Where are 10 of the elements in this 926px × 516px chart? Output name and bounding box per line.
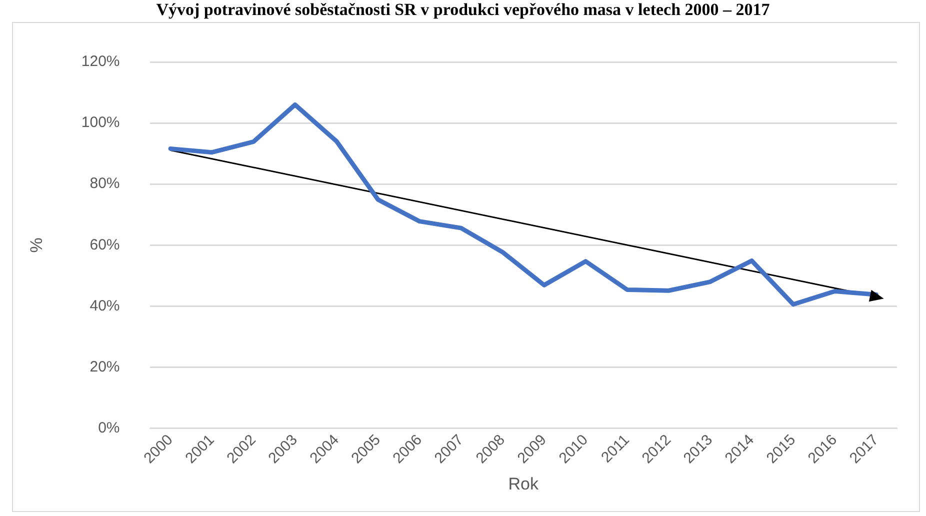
y-tick-label: 40% — [90, 297, 120, 314]
y-tick-label: 120% — [81, 53, 120, 70]
y-tick-label: 80% — [90, 175, 120, 192]
y-tick-label: 0% — [98, 419, 120, 436]
y-tick-label: 100% — [81, 114, 120, 132]
chart-title: Vývoj potravinové soběstačnosti SR v produkci vepřového masa v letech 2000 – 2017 — [155, 0, 771, 20]
y-axis-title: % — [26, 238, 46, 253]
y-tick-label: 20% — [90, 358, 120, 376]
y-tick-label: 60% — [90, 236, 120, 254]
x-axis-title: Rok — [508, 474, 539, 494]
